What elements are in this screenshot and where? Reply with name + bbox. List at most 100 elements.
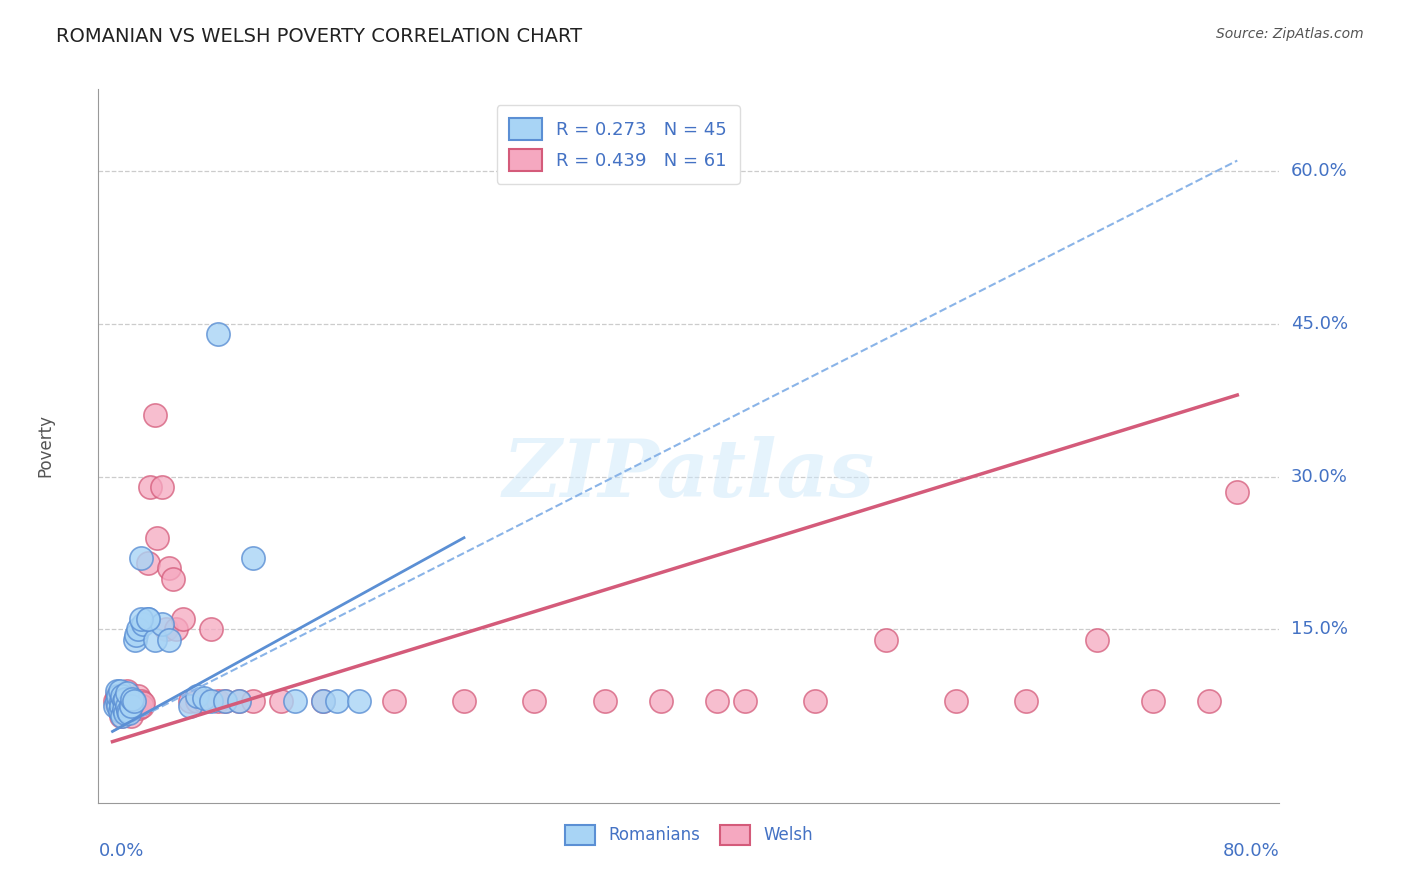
Point: [157, 561, 180, 575]
Text: 45.0%: 45.0%: [1291, 315, 1348, 333]
Point: [105, 694, 128, 708]
Point: [165, 623, 187, 637]
Text: 60.0%: 60.0%: [1291, 161, 1347, 180]
Point: [112, 694, 135, 708]
Point: [114, 706, 136, 720]
Text: Poverty: Poverty: [37, 415, 55, 477]
Point: [121, 691, 143, 706]
Point: [108, 691, 131, 706]
Point: [1142, 694, 1164, 708]
Point: [453, 694, 475, 708]
Point: [127, 689, 149, 703]
Point: [186, 694, 208, 708]
Point: [128, 701, 150, 715]
Point: [207, 326, 229, 341]
Point: [111, 709, 134, 723]
Point: [132, 617, 155, 632]
Point: [107, 698, 129, 713]
Point: [312, 694, 335, 708]
Point: [108, 704, 131, 718]
Point: [118, 696, 141, 710]
Point: [110, 698, 132, 713]
Point: [125, 698, 148, 713]
Point: [107, 689, 129, 703]
Point: [150, 480, 173, 494]
Point: [110, 694, 132, 708]
Point: [1198, 694, 1220, 708]
Point: [125, 627, 148, 641]
Point: [146, 531, 169, 545]
Point: [111, 689, 134, 703]
Point: [193, 694, 215, 708]
Point: [172, 612, 194, 626]
Point: [382, 694, 405, 708]
Point: [945, 694, 967, 708]
Text: 30.0%: 30.0%: [1291, 467, 1347, 485]
Point: [110, 696, 132, 710]
Point: [193, 690, 215, 705]
Point: [143, 632, 166, 647]
Text: 15.0%: 15.0%: [1291, 621, 1347, 639]
Point: [650, 694, 672, 708]
Point: [112, 702, 135, 716]
Point: [136, 612, 159, 626]
Point: [150, 617, 173, 632]
Point: [1015, 694, 1038, 708]
Point: [136, 556, 159, 570]
Point: [110, 709, 132, 723]
Point: [115, 694, 138, 708]
Point: [112, 694, 135, 708]
Point: [115, 683, 138, 698]
Point: [105, 689, 128, 703]
Point: [157, 632, 180, 647]
Point: [143, 409, 166, 423]
Point: [117, 701, 139, 715]
Point: [1226, 484, 1249, 499]
Point: [107, 698, 129, 713]
Point: [214, 694, 236, 708]
Point: [115, 698, 138, 713]
Text: ZIPatlas: ZIPatlas: [503, 436, 875, 513]
Point: [593, 694, 616, 708]
Point: [120, 698, 142, 713]
Point: [155, 623, 177, 637]
Point: [129, 694, 152, 708]
Point: [112, 698, 135, 713]
Point: [207, 694, 229, 708]
Point: [179, 698, 201, 713]
Point: [804, 694, 827, 708]
Point: [312, 694, 335, 708]
Point: [179, 694, 201, 708]
Point: [118, 706, 141, 720]
Point: [129, 551, 152, 566]
Point: [162, 572, 184, 586]
Point: [734, 694, 756, 708]
Point: [117, 704, 139, 718]
Point: [105, 683, 128, 698]
Point: [120, 709, 142, 723]
Point: [270, 694, 292, 708]
Text: Source: ZipAtlas.com: Source: ZipAtlas.com: [1216, 27, 1364, 41]
Point: [124, 694, 146, 708]
Point: [129, 612, 152, 626]
Point: [104, 694, 127, 708]
Point: [121, 691, 143, 706]
Point: [111, 689, 134, 703]
Point: [124, 632, 146, 647]
Point: [326, 694, 349, 708]
Text: 80.0%: 80.0%: [1223, 842, 1279, 860]
Point: [114, 706, 136, 720]
Point: [228, 694, 250, 708]
Point: [104, 698, 127, 713]
Legend: Romanians, Welsh: Romanians, Welsh: [558, 818, 820, 852]
Point: [242, 694, 264, 708]
Point: [108, 683, 131, 698]
Point: [706, 694, 728, 708]
Point: [115, 686, 138, 700]
Point: [214, 694, 236, 708]
Point: [186, 689, 208, 703]
Point: [200, 694, 222, 708]
Point: [122, 694, 145, 708]
Point: [111, 702, 134, 716]
Point: [347, 694, 370, 708]
